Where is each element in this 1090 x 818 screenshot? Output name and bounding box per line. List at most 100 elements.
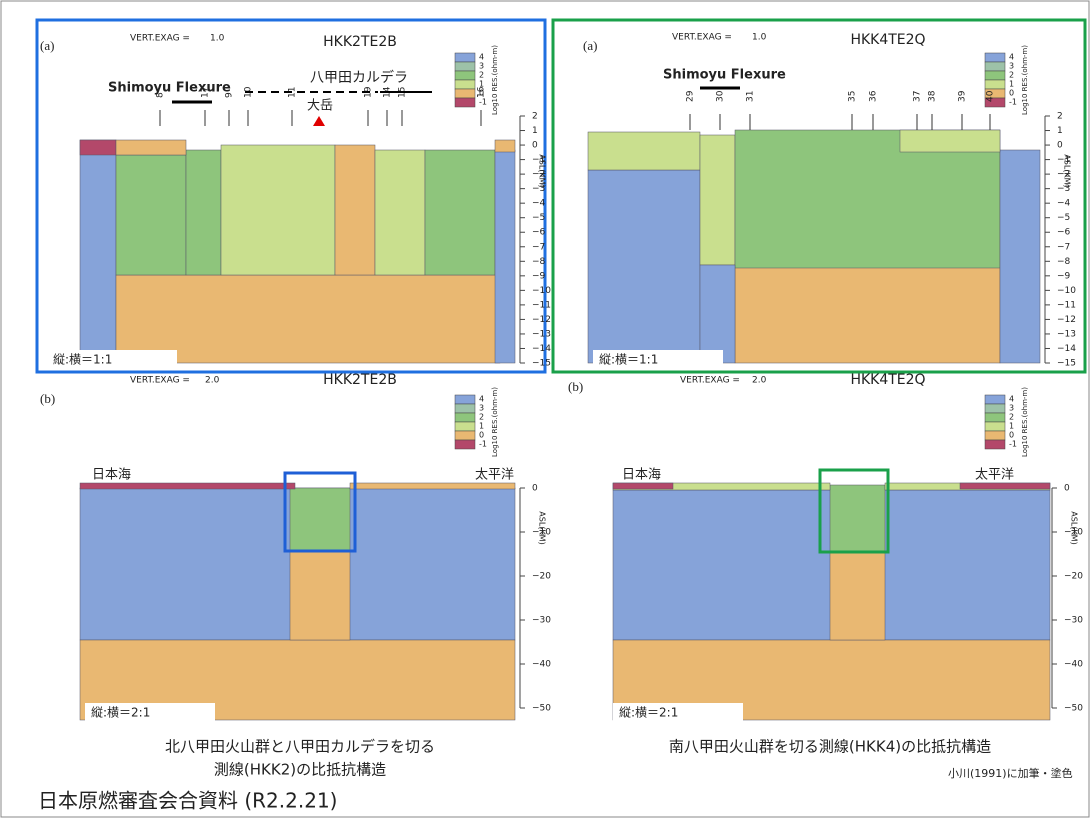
panel-label: (a) <box>583 38 597 53</box>
resistivity-block <box>115 154 187 276</box>
axis-tick-label: −9 <box>1057 271 1071 281</box>
axis-tick-label: −7 <box>1057 242 1070 252</box>
resistivity-block <box>587 169 701 364</box>
axis-tick-label: −9 <box>532 271 546 281</box>
resistivity-block <box>734 129 1001 271</box>
annotation: Shimoyu Flexure <box>108 81 231 96</box>
scale-note: 縦:横＝1:1 <box>53 353 112 367</box>
vert-exag: 2.0 <box>752 376 767 386</box>
legend-swatch <box>984 412 1006 423</box>
axis-tick-label: 0 <box>532 484 538 494</box>
legend-swatch <box>454 394 476 405</box>
axis-tick-label: −14 <box>532 344 551 354</box>
section-title: HKK2TE2B <box>323 34 397 50</box>
legend-swatch <box>454 61 476 72</box>
resistivity-block <box>494 139 516 153</box>
resistivity-block <box>829 551 886 641</box>
legend-level: 2 <box>1009 413 1014 422</box>
legend-level: 4 <box>479 395 484 404</box>
vert-exag: 1.0 <box>752 33 767 43</box>
axis-tick-label: −11 <box>1057 300 1076 310</box>
axis-tick-label: −12 <box>1057 315 1076 325</box>
resistivity-block <box>999 149 1041 364</box>
legend-level: 0 <box>479 431 484 440</box>
station-number: 39 <box>958 90 968 102</box>
legend-level: 1 <box>1009 80 1014 89</box>
axis-tick-label: −10 <box>532 528 551 538</box>
legend-swatch <box>454 430 476 441</box>
legend-level: 4 <box>479 53 484 62</box>
legend-swatch <box>454 412 476 423</box>
axis-tick-label: 2 <box>532 112 538 122</box>
annotation: Shimoyu Flexure <box>663 68 786 83</box>
legend-swatch <box>984 97 1006 108</box>
station-number: 16 <box>477 86 487 98</box>
legend-level: 1 <box>1009 422 1014 431</box>
axis-tick-label: −5 <box>532 213 545 223</box>
legend-level: 0 <box>1009 89 1014 98</box>
station-number: 8 <box>156 92 166 98</box>
footer: 日本原燃審査会合資料 (R2.2.21) <box>38 789 337 813</box>
resistivity-block <box>79 139 117 156</box>
legend-title: Log10 RES.(ohm-m) <box>491 45 499 115</box>
legend-level: 4 <box>1009 395 1014 404</box>
axis-tick-label: −15 <box>532 359 551 369</box>
axis-label: ASL(KM) <box>538 511 547 544</box>
station-number: 40 <box>986 90 996 102</box>
caption: 北八甲田火山群と八甲田カルデラを切る <box>165 738 435 756</box>
legend-level: 1 <box>479 80 484 89</box>
station-number: 17 <box>201 87 211 98</box>
section-frame <box>35 18 547 374</box>
annotation: 日本海 <box>622 468 661 483</box>
scale-note-box <box>593 350 723 370</box>
axis-tick-label: −6 <box>1057 228 1071 238</box>
legend-swatch <box>984 52 1006 63</box>
scale-note-box <box>85 703 215 723</box>
axis-tick-label: −10 <box>1064 528 1083 538</box>
vert-exag-label: VERT.EXAG = <box>130 376 190 386</box>
station-number: 38 <box>928 90 938 102</box>
resistivity-block <box>612 482 674 490</box>
axis-tick-label: −50 <box>532 704 551 714</box>
scale-note: 縦:横＝1:1 <box>599 353 658 367</box>
annotation: 太平洋 <box>975 468 1014 483</box>
section-frame <box>551 18 1087 374</box>
legend-swatch <box>454 439 476 450</box>
panel-label: (b) <box>568 379 583 394</box>
resistivity-block <box>494 149 516 364</box>
resistivity-block <box>699 264 736 364</box>
vert-exag-label: VERT.EXAG = <box>680 376 740 386</box>
axis-tick-label: 0 <box>1057 141 1063 151</box>
legend-swatch <box>984 61 1006 72</box>
axis-tick-label: −30 <box>532 616 551 626</box>
axis-tick-label: −2 <box>532 170 545 180</box>
resistivity-block <box>959 482 1051 490</box>
resistivity-block <box>587 131 701 171</box>
resistivity-block <box>79 482 296 490</box>
legend-swatch <box>984 439 1006 450</box>
vert-exag-label: VERT.EXAG = <box>130 34 190 44</box>
axis-tick-label: −7 <box>532 242 545 252</box>
axis-tick-label: −3 <box>1057 184 1070 194</box>
axis-tick-label: 0 <box>1064 484 1070 494</box>
scale-note-box <box>613 703 743 723</box>
legend-level: -1 <box>479 440 487 449</box>
legend-swatch <box>454 52 476 63</box>
station-number: 29 <box>686 90 696 102</box>
axis-tick-label: −40 <box>1064 660 1083 670</box>
axis-tick-label: −3 <box>532 184 545 194</box>
legend-level: 0 <box>1009 431 1014 440</box>
axis-tick-label: −15 <box>1057 359 1076 369</box>
station-number: 36 <box>869 90 879 102</box>
axis-tick-label: −6 <box>532 228 546 238</box>
axis-tick-label: −14 <box>1057 344 1076 354</box>
panel-label: (a) <box>40 38 54 53</box>
axis-tick-label: −20 <box>1064 572 1083 582</box>
legend-level: 3 <box>479 62 484 71</box>
legend-swatch <box>454 79 476 90</box>
resistivity-block <box>220 144 336 276</box>
legend-swatch <box>984 421 1006 432</box>
resistivity-block <box>289 549 351 641</box>
